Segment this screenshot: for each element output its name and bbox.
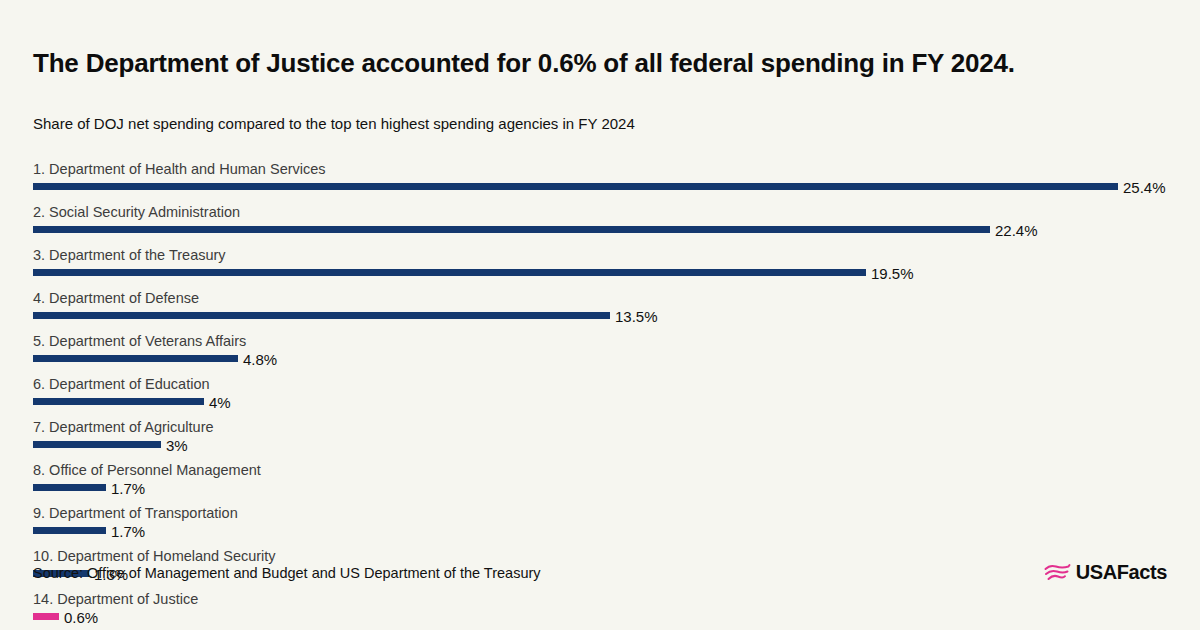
bar-value-label: 1.7% [111, 480, 145, 497]
bar-row: 5. Department of Veterans Affairs 4.8% [33, 333, 1164, 366]
bar-value-label: 1.7% [111, 523, 145, 540]
bar-category-label: 9. Department of Transportation [33, 505, 1164, 521]
usafacts-flag-icon [1044, 562, 1071, 584]
bar-category-label: 14. Department of Justice [33, 591, 1164, 607]
bar-value-label: 4.8% [243, 351, 277, 368]
page-title: The Department of Justice accounted for … [33, 0, 1167, 79]
usafacts-logo: USAFacts [1044, 561, 1167, 584]
bar-value-label: 4% [209, 394, 231, 411]
bar-highlighted [33, 613, 59, 620]
bar-category-label: 6. Department of Education [33, 376, 1164, 392]
bar [33, 269, 866, 276]
bar [33, 398, 204, 405]
bar-row: 7. Department of Agriculture 3% [33, 419, 1164, 452]
bar-category-label: 2. Social Security Administration [33, 204, 1164, 220]
bar-row: 14. Department of Justice 0.6% [33, 591, 1164, 624]
footer: Source: Office of Management and Budget … [33, 561, 1167, 584]
bar [33, 527, 106, 534]
bar-value-label: 3% [166, 437, 188, 454]
bar-row: 3. Department of the Treasury 19.5% [33, 247, 1164, 280]
usafacts-logo-text: USAFacts [1076, 561, 1167, 584]
bar [33, 484, 106, 491]
bar-category-label: 1. Department of Health and Human Servic… [33, 161, 1164, 177]
bar [33, 226, 990, 233]
bar-category-label: 4. Department of Defense [33, 290, 1164, 306]
bar-row: 1. Department of Health and Human Servic… [33, 161, 1164, 194]
bar [33, 312, 610, 319]
source-note: Source: Office of Management and Budget … [33, 565, 541, 581]
bar [33, 183, 1118, 190]
bar-value-label: 13.5% [615, 308, 658, 325]
bar-chart: 1. Department of Health and Human Servic… [33, 161, 1164, 624]
bar-row: 4. Department of Defense 13.5% [33, 290, 1164, 323]
bar-value-label: 19.5% [871, 265, 914, 282]
bar-row: 6. Department of Education 4% [33, 376, 1164, 409]
chart-subtitle: Share of DOJ net spending compared to th… [33, 115, 1167, 132]
bar [33, 441, 161, 448]
bar-value-label: 22.4% [995, 222, 1038, 239]
bar-category-label: 8. Office of Personnel Management [33, 462, 1164, 478]
bar-row: 9. Department of Transportation 1.7% [33, 505, 1164, 538]
page: The Department of Justice accounted for … [0, 0, 1200, 630]
bar-category-label: 7. Department of Agriculture [33, 419, 1164, 435]
bar-category-label: 3. Department of the Treasury [33, 247, 1164, 263]
bar-row: 8. Office of Personnel Management 1.7% [33, 462, 1164, 495]
bar-row: 2. Social Security Administration 22.4% [33, 204, 1164, 237]
bar-value-label: 0.6% [64, 609, 98, 626]
bar-category-label: 5. Department of Veterans Affairs [33, 333, 1164, 349]
bar-value-label: 25.4% [1123, 179, 1166, 196]
bar [33, 355, 238, 362]
